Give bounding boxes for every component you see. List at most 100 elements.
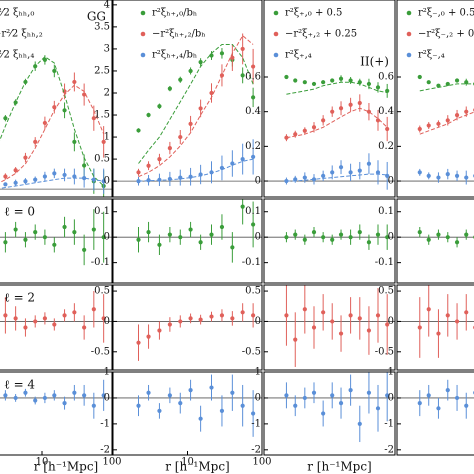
y-tick-label: 0.6 [378,71,394,82]
data-point [3,313,8,318]
data-point [72,390,77,395]
legend-label: r²ξ₋,₄ [418,50,445,61]
y-tick-label: 2 [104,87,110,98]
data-point [52,322,57,327]
panel [397,285,474,358]
x-axis-label: r [h⁻¹Mpc] [165,460,229,474]
y-tick-label: -2 [384,444,394,455]
data-point [13,227,18,232]
y-tick-label: 0 [255,232,261,243]
data-point [302,307,307,312]
data-point [42,235,47,240]
data-point [338,401,344,406]
data-point [62,313,67,318]
data-point [136,340,141,345]
data-point [167,86,172,91]
y-tick-label: 0.1 [378,206,394,217]
y-tick-label: -0.1 [375,257,394,268]
data-point [293,78,298,83]
data-point [3,174,8,179]
data-point [178,401,183,406]
data-point [3,393,8,398]
data-point [311,325,317,330]
x-tick-label: 10 [181,457,194,468]
y-tick-label: 4 [104,0,110,10]
legend-label: −r²ξ₋,₂ + 0.25 [418,29,474,40]
data-point [464,232,469,237]
data-point [91,227,96,232]
data-point [375,313,381,318]
data-point [417,170,422,175]
data-point [302,175,307,180]
panel-frame [0,198,113,284]
y-tick-label: 0 [388,176,394,187]
data-point [209,232,214,237]
data-point [136,403,141,408]
legend-marker [273,31,279,37]
data-point [209,53,214,58]
data-point [348,102,353,107]
data-point [284,235,289,240]
y-tick-label: 0 [255,316,261,327]
legend-marker [273,52,279,58]
y-tick-label: 1 [388,367,394,378]
data-point [240,156,245,162]
panel [397,74,474,185]
data-point [417,74,422,80]
data-point [72,79,77,85]
data-point [209,385,214,390]
data-point [13,316,18,321]
data-point [417,325,422,330]
y-tick-label: -1 [384,418,394,429]
data-point [188,388,193,393]
data-point [82,175,87,181]
data-point [311,125,317,130]
data-point [188,68,193,74]
panel-frame [112,0,263,198]
data-point [136,170,141,175]
data-point [445,81,450,87]
data-point [321,411,326,416]
y-tick-label: 0 [104,392,110,403]
data-point [146,390,151,395]
model-curve [419,111,474,135]
data-point [375,406,381,411]
data-point [251,222,256,227]
panel-frame [263,371,396,456]
y-tick-label: -0.5 [91,346,110,357]
data-point [146,334,151,339]
data-point [136,128,141,133]
x-tick-label: 100 [252,457,271,468]
y-tick-label: -2 [251,444,261,455]
data-point [357,168,362,173]
data-point [33,398,38,403]
legend-label: r²⁄2 ξₕₕ,₀ [0,8,34,19]
legend-label: −r²⁄2 ξₕₕ,₂ [0,29,43,40]
data-point [366,161,372,166]
data-point [302,80,307,85]
row-label: ℓ = 4 [4,378,35,392]
data-point [302,237,307,242]
legend-marker [140,52,146,58]
legend-marker [406,31,412,37]
data-point [385,322,390,327]
data-point [178,319,183,324]
data-point [311,229,317,235]
y-tick-label: 0.4 [378,106,394,117]
data-point [72,139,77,144]
data-point [348,388,353,393]
data-point [209,90,214,96]
y-tick-label: 0.5 [94,286,110,297]
panel [397,227,474,248]
data-point [357,316,362,321]
legend-label: r²ξ₊,₀ + 0.5 [285,8,342,19]
legend-label: r²⁄2 ξₕₕ,₄ [0,50,34,61]
data-point [219,408,225,414]
data-point [338,76,344,81]
data-point [445,118,450,123]
data-point [62,108,67,113]
data-point [219,51,225,56]
data-point [436,232,441,237]
data-point [426,173,431,178]
data-point [348,170,353,175]
